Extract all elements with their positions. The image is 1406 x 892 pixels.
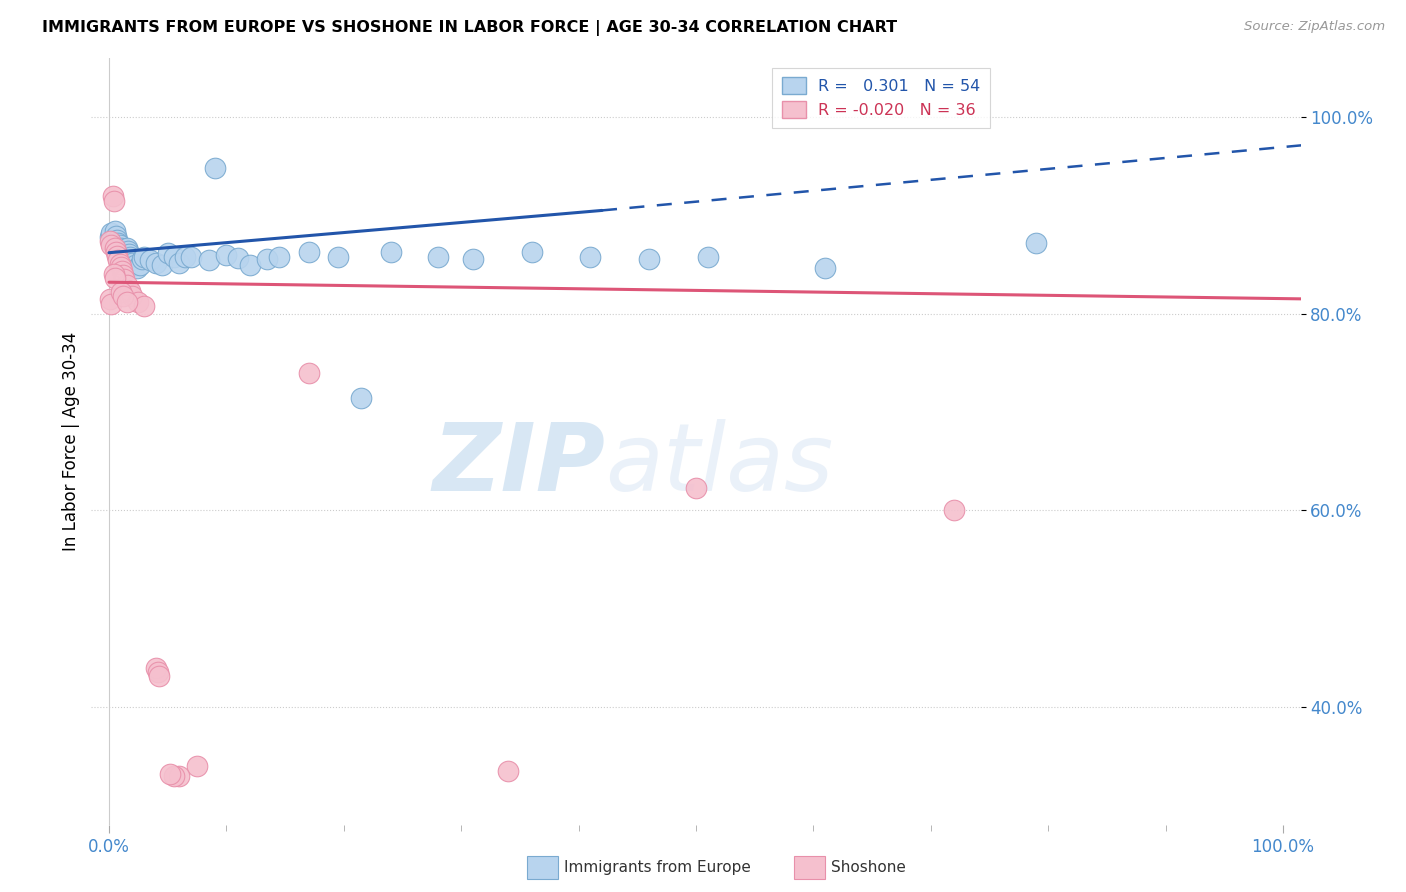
Text: IMMIGRANTS FROM EUROPE VS SHOSHONE IN LABOR FORCE | AGE 30-34 CORRELATION CHART: IMMIGRANTS FROM EUROPE VS SHOSHONE IN LA… [42,20,897,36]
Text: atlas: atlas [605,419,834,510]
Point [696,250,718,264]
Point [112,268,135,283]
Point [108,256,131,270]
Point [520,244,543,259]
Point [121,289,143,303]
Point [103,268,125,282]
Point [110,260,132,275]
Point [111,244,134,258]
Point [112,250,135,264]
Point [101,232,124,246]
Point [98,234,121,248]
Point [139,252,162,267]
Point [297,244,319,259]
Point [204,161,226,175]
Point [115,278,138,293]
Point [1025,235,1047,250]
Point [128,258,150,272]
Point [350,391,373,405]
Point [638,252,661,266]
Point [148,665,170,679]
Y-axis label: In Labor Force | Age 30-34: In Labor Force | Age 30-34 [62,332,80,551]
Point [98,230,121,244]
Point [115,294,138,309]
Point [297,366,319,380]
Text: ZIP: ZIP [433,418,605,510]
Point [131,252,153,266]
Point [104,271,127,285]
Point [256,252,278,266]
Point [112,272,135,286]
Point [101,188,124,202]
Point [120,252,142,267]
Point [117,244,139,258]
Point [145,661,167,675]
Point [148,668,170,682]
Legend: R =   0.301   N = 54, R = -0.020   N = 36: R = 0.301 N = 54, R = -0.020 N = 36 [772,68,990,128]
Point [943,503,966,517]
Point [426,250,449,264]
Point [239,258,262,272]
Point [269,250,291,264]
Point [100,297,122,311]
Point [108,237,131,252]
Point [226,251,249,265]
Point [105,229,128,244]
Point [127,294,149,309]
Point [186,759,208,773]
Point [103,235,125,250]
Point [134,250,156,264]
Point [496,764,519,778]
Point [380,244,402,259]
Point [100,226,122,240]
Point [326,250,349,264]
Point [118,246,141,260]
Point [105,249,128,263]
Point [685,481,707,495]
Point [197,252,219,267]
Text: Shoshone: Shoshone [831,860,905,875]
Point [120,284,142,298]
Point [115,241,138,255]
Point [105,233,128,247]
Point [150,259,173,273]
Point [112,289,135,303]
Point [114,252,136,267]
Point [162,769,184,783]
Point [107,235,129,250]
Point [124,259,146,273]
Point [110,241,132,255]
Point [180,250,202,264]
Point [104,224,127,238]
Text: Immigrants from Europe: Immigrants from Europe [564,860,751,875]
Point [162,250,184,264]
Point [174,250,197,264]
Point [110,285,132,299]
Point [120,250,142,264]
Point [814,261,837,276]
Point [169,255,191,269]
Point [134,299,156,313]
Point [156,245,179,260]
Point [159,767,181,781]
Point [107,252,129,267]
Point [103,194,125,208]
Point [112,246,135,260]
Point [98,292,121,306]
Point [579,250,602,264]
Point [169,769,191,783]
Point [461,252,484,266]
Point [145,255,167,269]
Point [104,241,127,255]
Point [105,244,128,259]
Text: Source: ZipAtlas.com: Source: ZipAtlas.com [1244,20,1385,33]
Point [127,261,149,276]
Point [121,255,143,269]
Point [100,237,122,252]
Point [111,264,134,278]
Point [215,248,238,262]
